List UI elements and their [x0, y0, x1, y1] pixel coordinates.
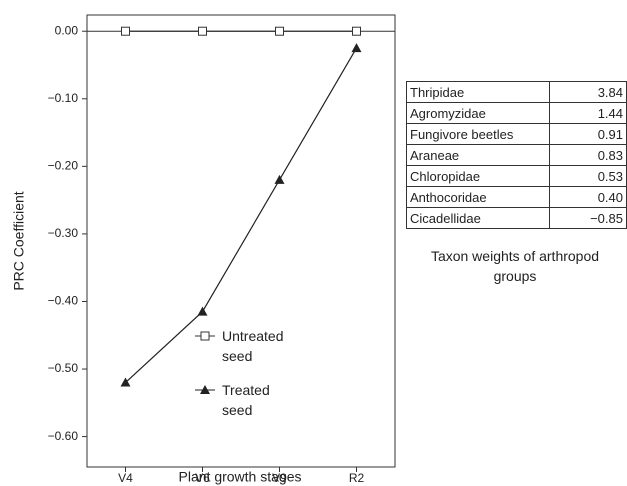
- point: [197, 306, 208, 316]
- point: [200, 331, 210, 341]
- weight-cell: 0.83: [549, 144, 627, 166]
- taxon-cell: Anthocoridae: [406, 186, 550, 208]
- weight-cell: 0.40: [549, 186, 627, 208]
- x-tick-label: V4: [118, 471, 133, 485]
- weight-cell: 1.44: [549, 102, 627, 124]
- table-row: Cicadellidae −0.85: [406, 207, 627, 229]
- taxon-cell: Chloropidae: [406, 165, 550, 187]
- y-axis-label: PRC Coefficient: [11, 191, 27, 290]
- point: [200, 385, 210, 394]
- point: [275, 26, 284, 36]
- point: [274, 174, 285, 184]
- weight-cell: 0.91: [549, 123, 627, 145]
- taxon-cell: Araneae: [406, 144, 550, 166]
- table-row: Agromyzidae 1.44: [406, 102, 627, 124]
- legend-label: Treated seed: [222, 382, 270, 418]
- table-caption: Taxon weights of arthropod groups: [430, 248, 600, 284]
- x-tick-label: R2: [349, 471, 365, 485]
- taxon-cell: Thripidae: [406, 81, 550, 103]
- point: [198, 26, 207, 36]
- weight-cell: −0.85: [549, 207, 627, 229]
- table-row: Araneae 0.83: [406, 144, 627, 166]
- taxon-cell: Fungivore beetles: [406, 123, 550, 145]
- y-tick-label: −0.20: [48, 159, 79, 173]
- taxon-table: Thripidae 3.84 Agromyzidae 1.44 Fungivore be…: [406, 81, 627, 229]
- table-row: Anthocoridae 0.40: [406, 186, 627, 208]
- y-tick-label: −0.40: [48, 294, 79, 308]
- table-row: Chloropidae 0.53: [406, 165, 627, 187]
- weight-cell: 3.84: [549, 81, 627, 103]
- table-row: Thripidae 3.84: [406, 81, 627, 103]
- weight-cell: 0.53: [549, 165, 627, 187]
- y-tick-label: −0.60: [48, 429, 79, 443]
- point: [352, 26, 361, 36]
- taxon-cell: Agromyzidae: [406, 102, 550, 124]
- x-axis-label: Plant growth stages: [179, 469, 302, 485]
- y-tick-label: −0.10: [48, 91, 79, 105]
- y-tick-label: −0.30: [48, 226, 79, 240]
- x-tick-label: V9: [272, 471, 287, 485]
- point: [351, 43, 362, 53]
- x-tick-label: V6: [195, 471, 210, 485]
- table-row: Fungivore beetles 0.91: [406, 123, 627, 145]
- taxon-cell: Cicadellidae: [406, 207, 550, 229]
- point: [120, 377, 131, 387]
- y-tick-label: 0.00: [55, 23, 79, 37]
- series-line: [125, 47, 358, 383]
- plot-frame: [86, 14, 396, 468]
- y-tick-label: −0.50: [48, 361, 79, 375]
- legend-label: Untreated seed: [222, 328, 284, 364]
- point: [121, 26, 130, 36]
